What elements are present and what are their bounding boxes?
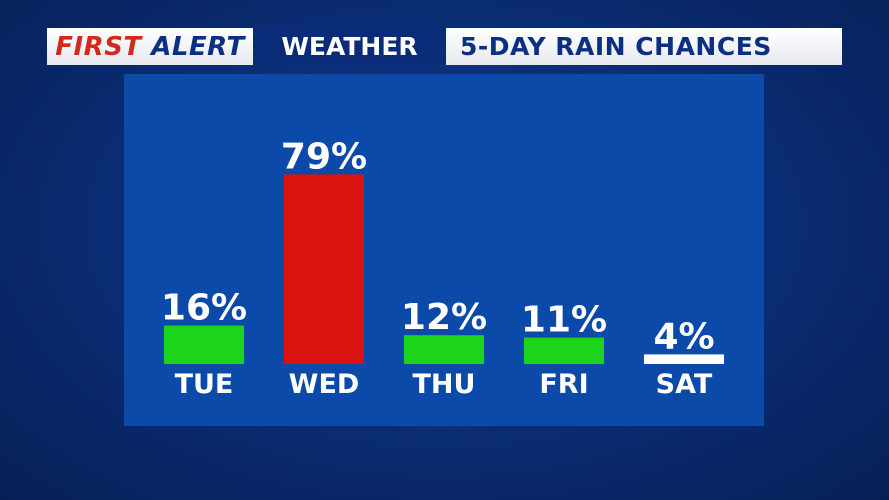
day-label-sat: SAT xyxy=(656,369,713,400)
header-weather: WEATHER xyxy=(253,28,446,65)
value-label-thu: 12% xyxy=(401,297,487,338)
value-label-wed: 79% xyxy=(281,136,367,177)
day-label-wed: WED xyxy=(289,369,360,400)
chart-title: 5-DAY RAIN CHANCES xyxy=(446,28,842,65)
bar-wed xyxy=(284,174,364,364)
first-alert-logo: FIRST ALERT xyxy=(47,28,253,65)
header-banner: FIRST ALERT WEATHER 5-DAY RAIN CHANCES xyxy=(47,28,842,65)
value-label-tue: 16% xyxy=(161,288,247,329)
bar-tue xyxy=(164,325,244,364)
day-label-tue: TUE xyxy=(175,369,234,400)
value-label-sat: 4% xyxy=(653,316,714,357)
bar-fri xyxy=(524,337,604,364)
logo-alert: ALERT xyxy=(151,31,245,62)
day-label-fri: FRI xyxy=(539,369,588,400)
logo-first: FIRST xyxy=(55,31,142,62)
bar-sat xyxy=(644,354,724,364)
value-label-fri: 11% xyxy=(521,300,607,341)
rain-chance-chart: 16% TUE 79% WED 12% THU 11% FRI 4% SAT xyxy=(161,136,724,400)
bar-thu xyxy=(404,335,484,364)
chart-panel: 16% TUE 79% WED 12% THU 11% FRI 4% SAT xyxy=(124,74,764,426)
day-label-thu: THU xyxy=(413,369,476,400)
